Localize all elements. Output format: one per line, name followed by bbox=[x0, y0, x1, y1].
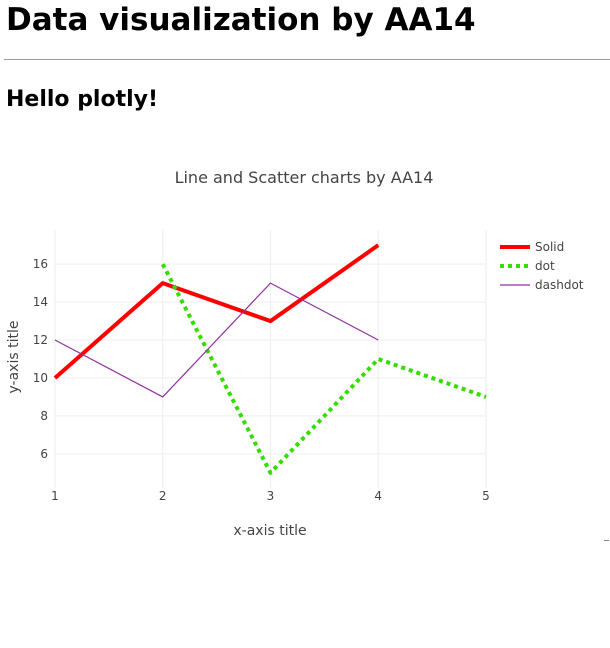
series-line-solid[interactable] bbox=[53, 243, 380, 380]
legend-item-dot[interactable]: dot bbox=[500, 259, 555, 273]
chart-title: Line and Scatter charts by AA14 bbox=[175, 168, 434, 187]
page-title: Data visualization by AA14 bbox=[6, 2, 476, 38]
series-line-dot[interactable] bbox=[160, 263, 487, 475]
page-subtitle: Hello plotly! bbox=[6, 87, 159, 112]
legend-label: Solid bbox=[535, 240, 564, 254]
x-axis-ticks: 1 2 3 4 5 bbox=[51, 489, 490, 503]
x-tick-label: 1 bbox=[51, 489, 59, 503]
legend-label: dashdot bbox=[535, 278, 584, 292]
y-tick-label: 16 bbox=[33, 257, 48, 271]
y-tick-label: 12 bbox=[33, 333, 48, 347]
y-tick-label: 14 bbox=[33, 295, 48, 309]
x-tick-label: 5 bbox=[482, 489, 490, 503]
y-axis-ticks: 6 8 10 12 14 16 bbox=[33, 257, 48, 461]
divider bbox=[4, 59, 610, 60]
y-axis-title: y-axis title bbox=[6, 321, 22, 394]
x-axis-title: x-axis title bbox=[233, 523, 306, 539]
series-line-dashdot[interactable] bbox=[54, 282, 379, 398]
x-tick-label: 4 bbox=[374, 489, 382, 503]
modebar-handle[interactable] bbox=[604, 540, 609, 541]
legend-item-dashdot[interactable]: dashdot bbox=[500, 278, 584, 292]
legend-label: dot bbox=[535, 259, 555, 273]
legend-item-solid[interactable]: Solid bbox=[500, 240, 564, 254]
chart-grid bbox=[54, 230, 487, 488]
y-tick-label: 8 bbox=[40, 409, 48, 423]
y-tick-label: 6 bbox=[40, 447, 48, 461]
chart-series bbox=[53, 243, 487, 475]
x-tick-label: 3 bbox=[267, 489, 275, 503]
x-tick-label: 2 bbox=[159, 489, 167, 503]
chart-legend[interactable]: Solid dot dashdot bbox=[500, 240, 584, 292]
y-tick-label: 10 bbox=[33, 371, 48, 385]
